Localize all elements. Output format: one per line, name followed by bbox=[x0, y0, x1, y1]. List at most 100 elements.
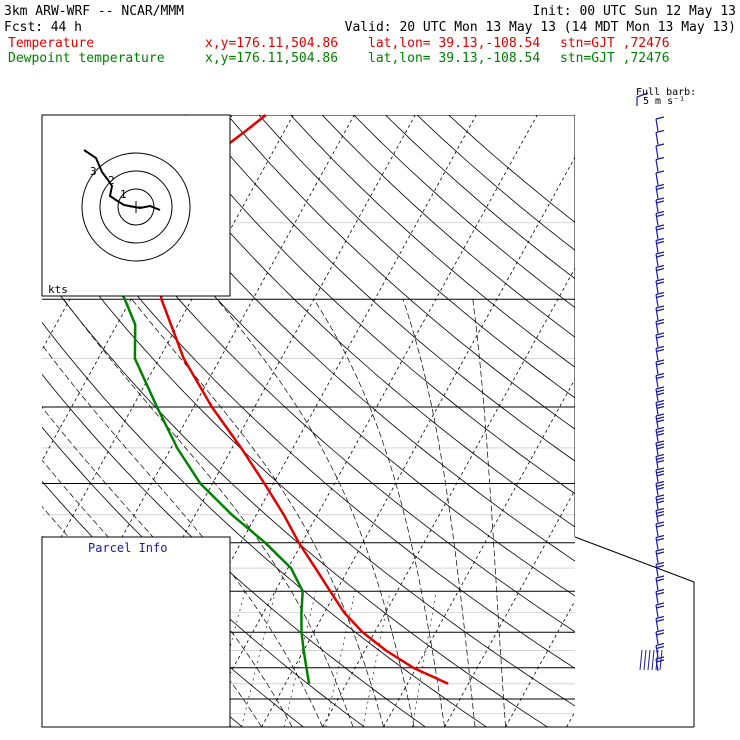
wind-barb bbox=[655, 507, 665, 523]
wind-barb-feather bbox=[655, 129, 665, 134]
mixing-ratio-line bbox=[412, 591, 437, 727]
wind-barb bbox=[655, 534, 665, 550]
wind-barb-feather bbox=[655, 507, 665, 512]
wind-barb-feather bbox=[655, 548, 665, 552]
wind-barb-feather bbox=[656, 659, 665, 663]
wind-barb-shaft bbox=[655, 159, 659, 172]
surface-barb-shaft bbox=[643, 649, 647, 671]
wind-barb-feather bbox=[655, 251, 665, 255]
wind-barb bbox=[655, 170, 665, 186]
surface-barb-shaft bbox=[655, 649, 659, 671]
wind-barb bbox=[655, 588, 665, 604]
wind-barb-feather bbox=[656, 321, 665, 326]
parcel-info-title: Parcel Info bbox=[88, 541, 167, 555]
wind-barb-shaft bbox=[655, 348, 659, 361]
forecast-label: Fcst: bbox=[4, 20, 43, 35]
wind-barb-shaft bbox=[655, 213, 659, 226]
wind-barb bbox=[655, 480, 665, 496]
wind-barb-feather bbox=[656, 348, 665, 353]
isotherm-line bbox=[505, 599, 575, 727]
dry-adiabat-line bbox=[42, 170, 575, 669]
dewpoint-latlon: lat,lon= 39.13,-108.54 bbox=[368, 51, 540, 66]
wind-barb-feather bbox=[655, 332, 665, 336]
wind-barb-shaft bbox=[655, 118, 659, 132]
wind-barb-feather bbox=[655, 345, 665, 350]
barb-legend-value: 5 m s⁻¹ bbox=[643, 96, 685, 107]
dry-adiabat-line bbox=[69, 115, 575, 597]
temperature-xy: x,y=176.11,504.86 bbox=[205, 36, 338, 51]
wind-barb-feather bbox=[655, 224, 665, 228]
wind-barb bbox=[655, 453, 665, 469]
wind-barb-feather bbox=[656, 605, 665, 609]
dewpoint-station: stn=GJT ,72476 bbox=[560, 51, 670, 66]
hodograph: 3 2 1 kts bbox=[41, 114, 231, 297]
wind-barb-feather bbox=[655, 210, 665, 215]
wind-barb-feather bbox=[655, 642, 665, 647]
wind-barb-feather bbox=[656, 645, 665, 650]
wind-barb bbox=[655, 372, 665, 388]
wind-barb-shaft bbox=[655, 631, 659, 645]
wind-barb-feather bbox=[655, 521, 665, 525]
wind-barb-feather bbox=[655, 629, 665, 633]
mixing-ratio-line bbox=[284, 591, 317, 727]
wind-barb bbox=[655, 224, 665, 240]
dry-adiabat-line bbox=[385, 115, 575, 280]
wind-barb-feather bbox=[655, 183, 665, 188]
wind-barb-shaft bbox=[655, 240, 659, 253]
wind-barb-shaft bbox=[655, 523, 659, 537]
wind-barb-feather bbox=[655, 561, 665, 566]
wind-barb-feather bbox=[656, 362, 665, 366]
isotherm-line bbox=[444, 489, 575, 727]
dewpoint-xy: x,y=176.11,504.86 bbox=[205, 51, 338, 66]
isotherm-line bbox=[200, 115, 538, 727]
wind-barb-feather bbox=[656, 294, 665, 299]
mixing-ratio-line bbox=[241, 591, 276, 727]
wind-barb-shaft bbox=[655, 226, 659, 240]
dry-adiabat-line bbox=[100, 115, 575, 562]
dry-adiabat-line bbox=[353, 115, 575, 309]
wind-barb-feather bbox=[656, 500, 665, 504]
wind-barb bbox=[655, 399, 665, 415]
dry-adiabat-line bbox=[163, 115, 575, 495]
wind-barb bbox=[655, 197, 665, 213]
wind-barb-shaft bbox=[655, 361, 659, 375]
lower-frame-line bbox=[574, 536, 695, 727]
wind-barb-feather bbox=[656, 308, 665, 312]
hodograph-trace bbox=[83, 149, 161, 211]
wind-barb-feather bbox=[656, 200, 665, 204]
wind-barb bbox=[655, 548, 665, 564]
wind-barb-feather bbox=[655, 480, 665, 485]
wind-barb-shaft bbox=[655, 321, 659, 334]
wind-barbs: Full barb: 5 m s⁻¹ bbox=[636, 87, 696, 672]
dry-adiabat-line bbox=[321, 115, 575, 338]
wind-barb-feather bbox=[656, 483, 665, 488]
wind-barb-feather bbox=[656, 537, 665, 542]
wind-barb bbox=[655, 602, 665, 618]
hodograph-units-label: kts bbox=[48, 283, 68, 296]
wind-barb-feather bbox=[656, 429, 665, 434]
moist-adiabat-line bbox=[42, 344, 323, 727]
wind-barb-shaft bbox=[655, 564, 659, 577]
wind-barb-feather bbox=[656, 578, 665, 582]
wind-barb-feather bbox=[655, 291, 665, 296]
dry-adiabat-line bbox=[290, 115, 575, 368]
wind-barb-feather bbox=[655, 372, 665, 377]
wind-barb bbox=[655, 345, 665, 361]
moist-adiabat-line bbox=[216, 298, 415, 727]
wind-barb-feather bbox=[656, 497, 665, 501]
wind-barb-feather bbox=[655, 534, 665, 539]
wind-barb-feather bbox=[656, 551, 665, 555]
hodograph-level-label: 1 bbox=[120, 188, 127, 201]
wind-barb bbox=[655, 116, 665, 132]
wind-barb-feather bbox=[655, 156, 665, 161]
wind-barb-feather bbox=[655, 278, 665, 282]
wind-barb-feather bbox=[656, 632, 665, 636]
wind-barb-feather bbox=[655, 386, 665, 390]
wind-barb bbox=[655, 386, 665, 402]
wind-barb bbox=[655, 629, 665, 645]
wind-barb bbox=[655, 305, 665, 321]
barb-legend-title: Full barb: bbox=[636, 87, 696, 98]
temperature-station: stn=GJT ,72476 bbox=[560, 36, 670, 51]
surface-barb-shaft bbox=[647, 649, 651, 671]
